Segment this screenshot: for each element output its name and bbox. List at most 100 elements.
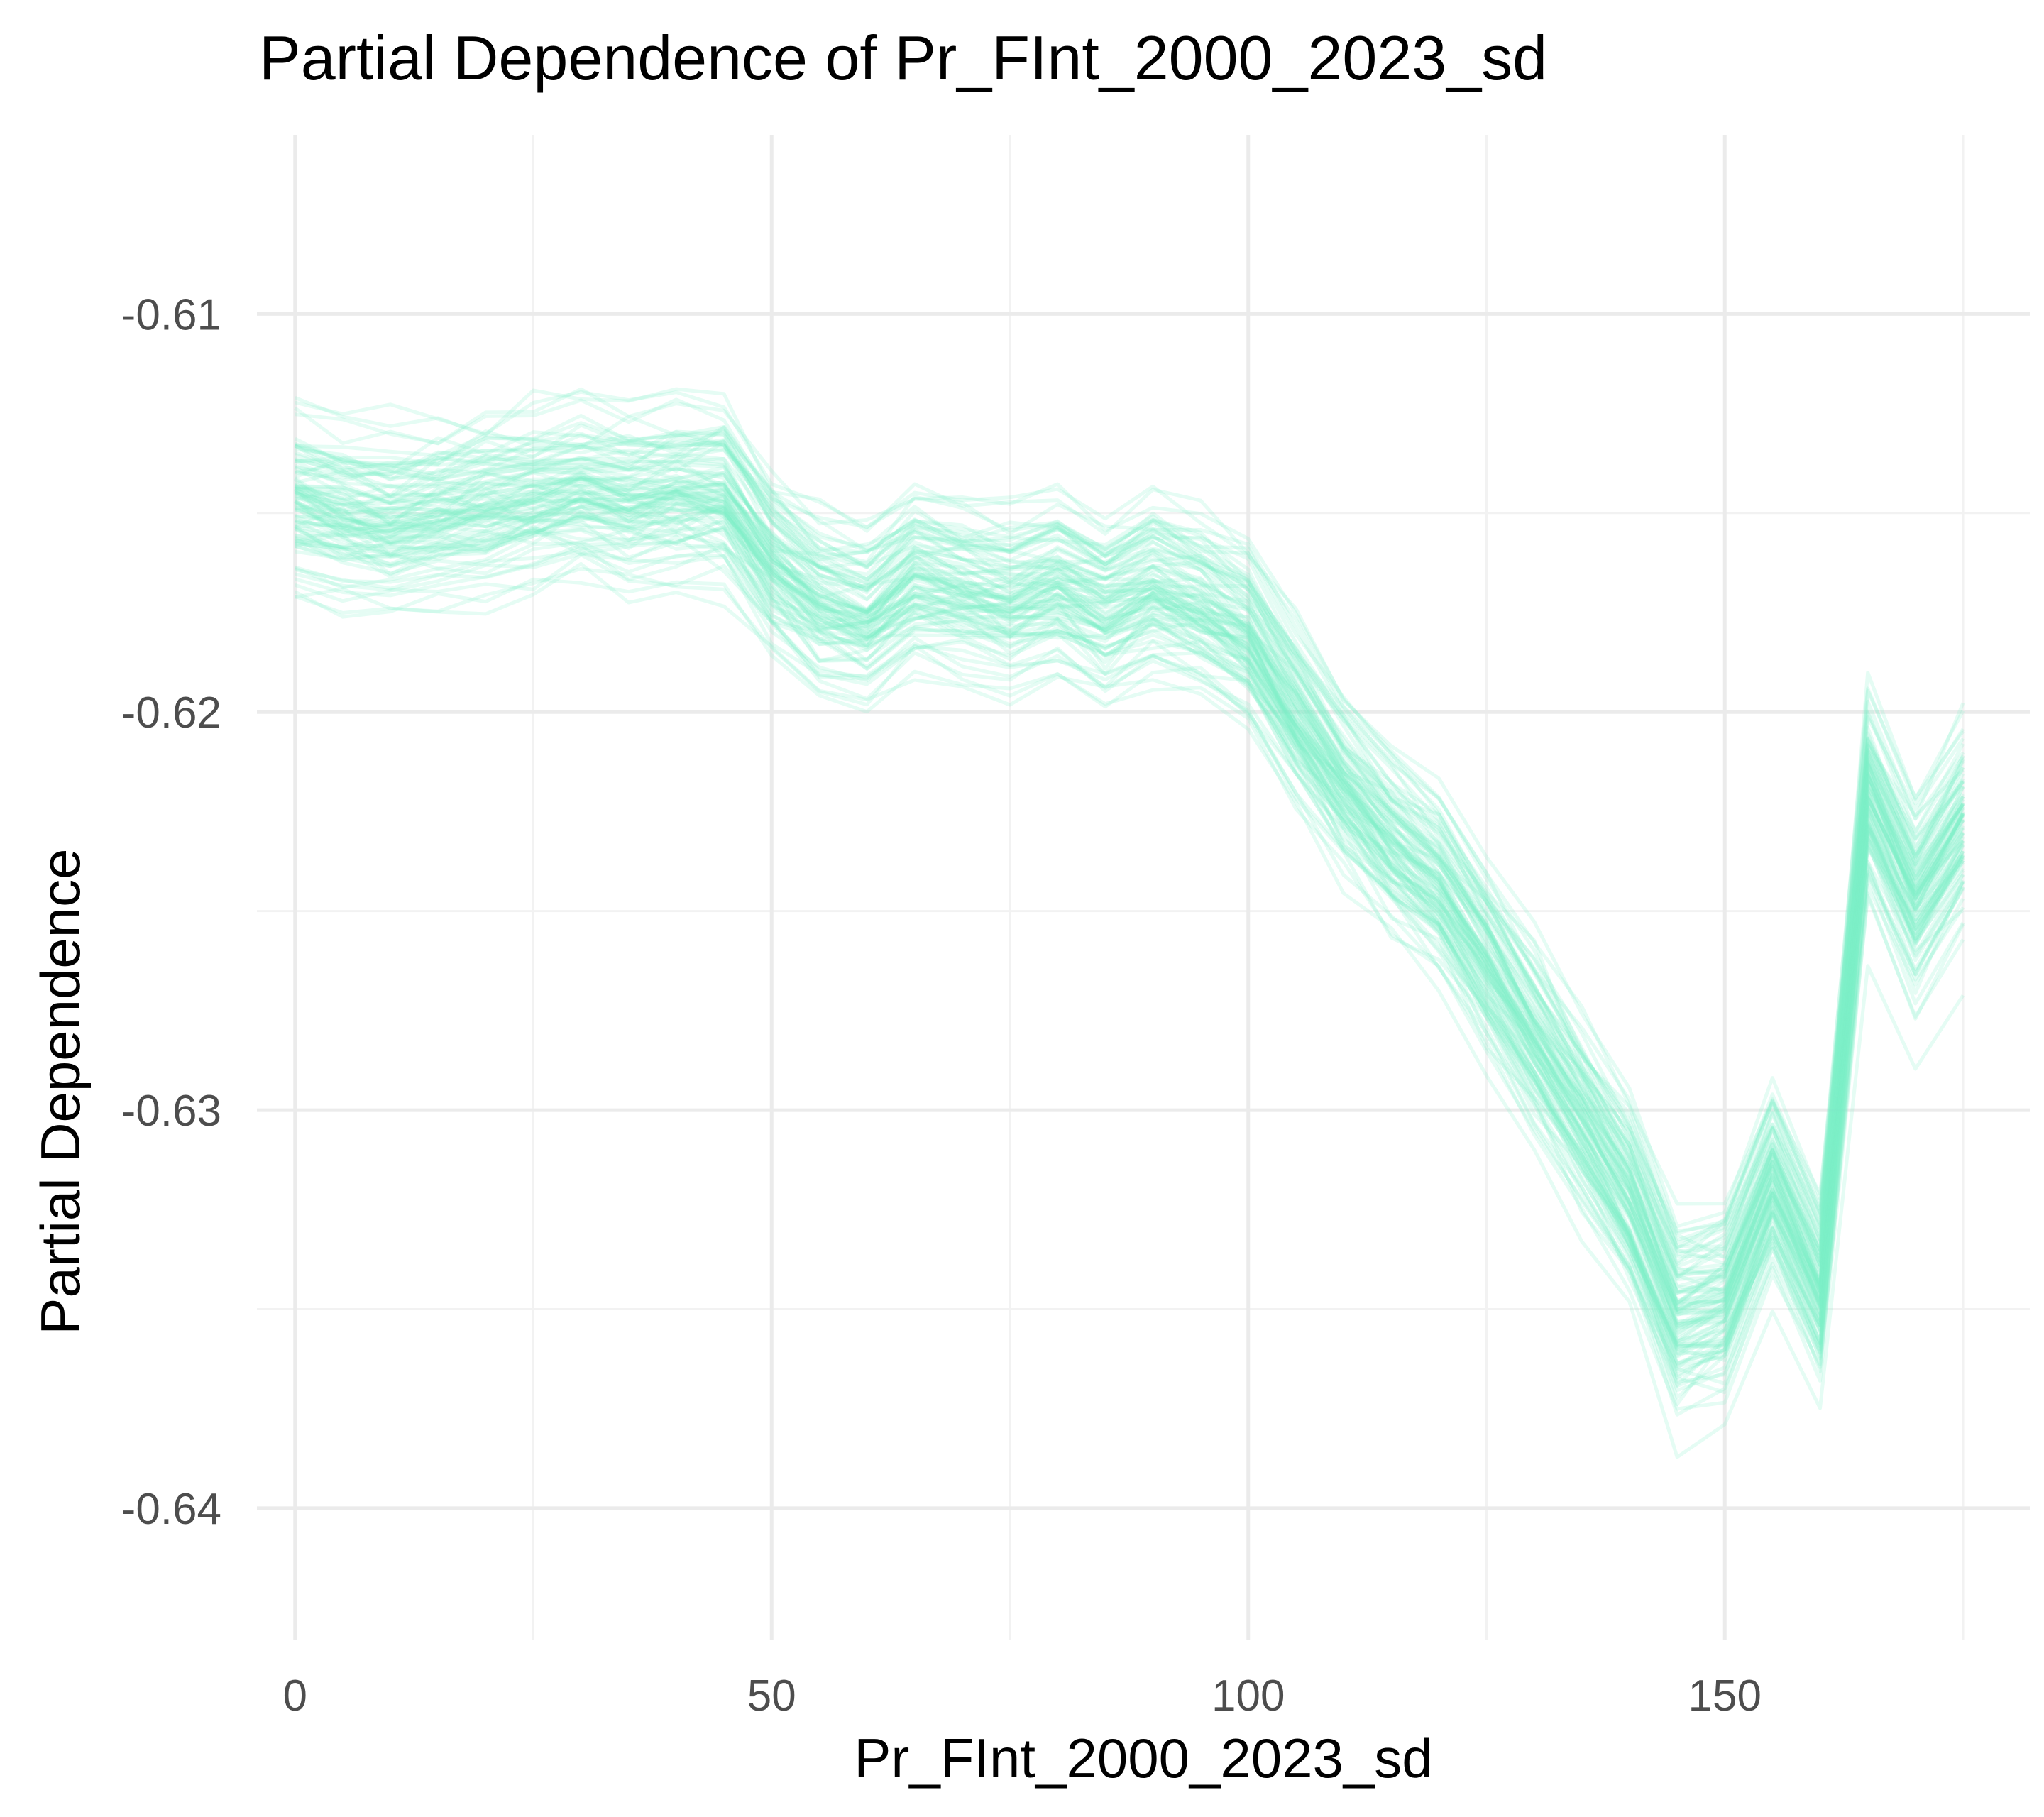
pdp-curve-line bbox=[295, 483, 1965, 1316]
pdp-curve-line bbox=[295, 471, 1965, 1309]
pdp-curve-line bbox=[294, 475, 1965, 1324]
x-tick-label: 150 bbox=[1688, 1671, 1762, 1720]
pdp-curve-line bbox=[294, 387, 1965, 1265]
pdp-curve-line bbox=[294, 504, 1965, 1302]
pdp-curve-line bbox=[295, 543, 1965, 1377]
pdp-curve-line bbox=[295, 511, 1965, 1400]
y-tick-label: -0.64 bbox=[121, 1485, 221, 1534]
pdp-curve-line bbox=[294, 486, 1965, 1275]
pdp-curve-line bbox=[295, 494, 1965, 1365]
pdp-curve-line bbox=[295, 502, 1965, 1388]
pdp-curve-line bbox=[295, 504, 1965, 1325]
pdp-curve-line bbox=[295, 487, 1965, 1295]
pdp-curve-line bbox=[294, 397, 1965, 1242]
pdp-curve-line bbox=[295, 439, 1965, 1306]
y-axis-tick-labels: -0.64 -0.63 -0.62 -0.61 bbox=[121, 290, 221, 1534]
pdp-curve-line bbox=[294, 577, 1965, 1393]
pdp-curve-line bbox=[295, 479, 1965, 1346]
pdp-curve-line bbox=[295, 490, 1965, 1330]
pdp-curve-line bbox=[294, 490, 1965, 1336]
pdp-curve-line bbox=[295, 433, 1965, 1288]
pdp-curve-line bbox=[295, 525, 1965, 1358]
pdp-curve-line bbox=[294, 466, 1965, 1314]
pdp-curve-line bbox=[294, 464, 1965, 1294]
pdp-curve-line bbox=[294, 498, 1965, 1368]
pdp-curve-line bbox=[294, 425, 1965, 1310]
pdp-curve-line bbox=[294, 429, 1965, 1253]
pdp-curve-line bbox=[294, 430, 1965, 1250]
pdp-curve-line bbox=[294, 459, 1965, 1312]
pdp-curve-line bbox=[295, 505, 1965, 1344]
x-axis-tick-labels: 0 50 100 150 bbox=[282, 1671, 1761, 1720]
pdp-curve-line bbox=[295, 566, 1965, 1384]
pdp-curve-line bbox=[295, 497, 1965, 1349]
pdp-curve-line bbox=[294, 488, 1965, 1349]
pdp-curve-line bbox=[294, 423, 1965, 1250]
pdp-curve-line bbox=[294, 493, 1965, 1334]
pdp-curve-line bbox=[295, 483, 1965, 1311]
pdp-curve-line bbox=[295, 476, 1965, 1279]
pdp-curve-line bbox=[295, 466, 1965, 1281]
pdp-curve-line bbox=[295, 488, 1965, 1306]
minor-gridlines bbox=[257, 135, 2030, 1640]
pdp-curve-line bbox=[295, 505, 1965, 1346]
x-axis-title: Pr_FInt_2000_2023_sd bbox=[854, 1727, 1432, 1789]
pdp-curve-line bbox=[294, 473, 1965, 1341]
pdp-curve-line bbox=[294, 476, 1965, 1344]
pdp-curve-line bbox=[295, 426, 1965, 1259]
pdp-curve-line bbox=[295, 534, 1965, 1417]
pdp-curve-line bbox=[294, 481, 1965, 1329]
pdp-curve-line bbox=[295, 387, 1965, 1233]
pdp-curve-line bbox=[294, 496, 1965, 1316]
pdp-curve-line bbox=[294, 459, 1965, 1295]
pdp-curve-line bbox=[295, 451, 1965, 1305]
pdp-curve-line bbox=[294, 488, 1965, 1332]
pdp-curve-line bbox=[295, 519, 1965, 1373]
pdp-curve-line bbox=[295, 513, 1965, 1324]
pdp-curve-line bbox=[295, 429, 1965, 1258]
pdp-curve-line bbox=[295, 463, 1965, 1266]
x-tick-label: 100 bbox=[1211, 1671, 1285, 1720]
pdp-curve-line bbox=[295, 527, 1965, 1388]
pdp-curve-line bbox=[295, 550, 1965, 1395]
pdp-curve-line bbox=[295, 505, 1965, 1343]
pdp-curve-line bbox=[295, 415, 1965, 1206]
major-gridlines bbox=[257, 135, 2030, 1640]
pdp-curve-line bbox=[294, 528, 1965, 1366]
y-tick-label: -0.62 bbox=[121, 688, 221, 737]
pdp-curve-line bbox=[294, 440, 1965, 1278]
pdp-curve-line bbox=[295, 456, 1965, 1294]
y-tick-label: -0.61 bbox=[121, 290, 221, 339]
pdp-curve-line bbox=[294, 489, 1965, 1327]
pdp-curve-line bbox=[295, 390, 1965, 1229]
y-tick-label: -0.63 bbox=[121, 1087, 221, 1136]
pdp-curve-line bbox=[294, 440, 1965, 1266]
pdp-curve-line bbox=[294, 414, 1965, 1235]
pdp-curve-line bbox=[295, 454, 1965, 1315]
pdp-curve-line bbox=[294, 473, 1965, 1327]
pdp-curve-line bbox=[295, 476, 1965, 1295]
pdp-curve-line bbox=[295, 471, 1965, 1273]
pdp-curve-line bbox=[294, 516, 1965, 1371]
pdp-curve-line bbox=[294, 456, 1965, 1305]
pdp-curve-line bbox=[294, 552, 1965, 1385]
pdp-curve-line bbox=[294, 433, 1965, 1245]
pdp-curve-line bbox=[295, 458, 1965, 1312]
pdp-curve-line bbox=[294, 540, 1965, 1356]
pdp-curve-line bbox=[295, 488, 1965, 1317]
pdp-curve-line bbox=[294, 515, 1965, 1366]
pdp-curve-line bbox=[295, 430, 1965, 1269]
pdp-curve-line bbox=[294, 495, 1965, 1349]
pdp-curve-line bbox=[295, 529, 1965, 1351]
pdp-curve-line bbox=[294, 487, 1965, 1313]
pdp-curve-line bbox=[295, 421, 1965, 1280]
y-axis-title: Partial Dependence bbox=[29, 848, 92, 1334]
pdp-curve-line bbox=[295, 492, 1965, 1338]
pdp-curve-line bbox=[295, 553, 1965, 1411]
pdp-curve-line bbox=[294, 490, 1965, 1347]
pdp-curve-line bbox=[294, 500, 1965, 1350]
pdp-curves bbox=[294, 387, 1965, 1459]
pdp-curve-line bbox=[295, 527, 1965, 1380]
